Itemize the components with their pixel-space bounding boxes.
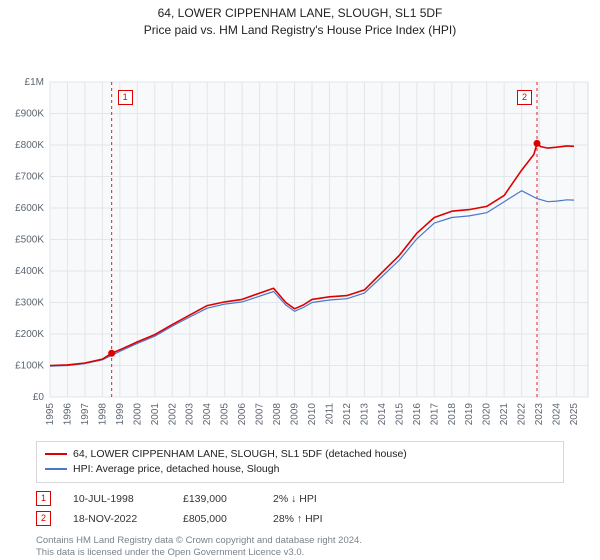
- svg-text:£1M: £1M: [25, 77, 44, 88]
- svg-text:2012: 2012: [342, 402, 353, 425]
- svg-text:£0: £0: [33, 392, 45, 403]
- sale-price: £139,000: [183, 493, 273, 505]
- svg-text:1996: 1996: [62, 402, 73, 425]
- svg-text:2020: 2020: [482, 402, 493, 425]
- svg-text:1995: 1995: [45, 402, 56, 425]
- svg-text:1997: 1997: [80, 402, 91, 425]
- svg-text:£100K: £100K: [15, 360, 44, 371]
- svg-text:£300K: £300K: [15, 297, 44, 308]
- sale-price: £805,000: [183, 513, 273, 525]
- legend-item: HPI: Average price, detached house, Slou…: [45, 462, 555, 477]
- svg-text:2021: 2021: [499, 402, 510, 425]
- sale-row: 2 18-NOV-2022£805,00028% ↑ HPI: [36, 509, 564, 529]
- svg-text:£600K: £600K: [15, 203, 44, 214]
- legend-label: HPI: Average price, detached house, Slou…: [73, 463, 279, 475]
- svg-text:£900K: £900K: [15, 108, 44, 119]
- svg-text:2006: 2006: [237, 402, 248, 425]
- svg-text:2024: 2024: [552, 402, 563, 425]
- svg-text:£700K: £700K: [15, 171, 44, 182]
- svg-text:2022: 2022: [517, 402, 528, 425]
- sale-date: 10-JUL-1998: [73, 493, 183, 505]
- legend: 64, LOWER CIPPENHAM LANE, SLOUGH, SL1 5D…: [36, 441, 564, 483]
- sale-marker-badge: 1: [36, 491, 51, 506]
- page-title: 64, LOWER CIPPENHAM LANE, SLOUGH, SL1 5D…: [0, 0, 600, 22]
- page-subtitle: Price paid vs. HM Land Registry's House …: [0, 22, 600, 37]
- sale-diff: 2% ↓ HPI: [273, 493, 363, 505]
- svg-text:2005: 2005: [220, 402, 231, 425]
- svg-text:£400K: £400K: [15, 266, 44, 277]
- svg-text:2009: 2009: [290, 402, 301, 425]
- sale-diff: 28% ↑ HPI: [273, 513, 363, 525]
- svg-text:2017: 2017: [429, 402, 440, 425]
- svg-text:£800K: £800K: [15, 140, 44, 151]
- svg-text:2010: 2010: [307, 402, 318, 425]
- svg-text:2002: 2002: [167, 402, 178, 425]
- svg-text:£500K: £500K: [15, 234, 44, 245]
- svg-text:2011: 2011: [324, 402, 335, 424]
- svg-text:2003: 2003: [185, 402, 196, 425]
- svg-text:2004: 2004: [202, 402, 213, 425]
- svg-text:2019: 2019: [464, 402, 475, 425]
- legend-label: 64, LOWER CIPPENHAM LANE, SLOUGH, SL1 5D…: [73, 448, 407, 460]
- attribution-footer: Contains HM Land Registry data © Crown c…: [36, 535, 564, 560]
- svg-text:2007: 2007: [255, 402, 266, 425]
- svg-text:2014: 2014: [377, 402, 388, 425]
- svg-text:2008: 2008: [272, 402, 283, 425]
- sale-row: 1 10-JUL-1998£139,0002% ↓ HPI: [36, 489, 564, 509]
- svg-text:2018: 2018: [447, 402, 458, 425]
- footer-line: This data is licensed under the Open Gov…: [36, 547, 564, 559]
- sales-table: 1 10-JUL-1998£139,0002% ↓ HPI 2 18-NOV-2022…: [36, 489, 564, 529]
- svg-text:1999: 1999: [115, 402, 126, 425]
- legend-swatch: [45, 468, 67, 470]
- svg-text:1998: 1998: [97, 402, 108, 425]
- price-chart: £0 £100K £200K £300K £400K £500K £600K £700K £80…: [0, 37, 600, 437]
- legend-swatch: [45, 453, 67, 455]
- footer-line: Contains HM Land Registry data © Crown c…: [36, 535, 564, 547]
- svg-text:2016: 2016: [412, 402, 423, 425]
- sale-date: 18-NOV-2022: [73, 513, 183, 525]
- svg-text:2001: 2001: [150, 402, 161, 425]
- svg-text:£200K: £200K: [15, 329, 44, 340]
- svg-text:2025: 2025: [569, 402, 580, 425]
- svg-text:2013: 2013: [359, 402, 370, 425]
- sale-marker-badge: 2: [36, 511, 51, 526]
- svg-text:2015: 2015: [394, 402, 405, 425]
- legend-item: 64, LOWER CIPPENHAM LANE, SLOUGH, SL1 5D…: [45, 447, 555, 462]
- svg-text:2000: 2000: [132, 402, 143, 425]
- svg-text:2023: 2023: [534, 402, 545, 425]
